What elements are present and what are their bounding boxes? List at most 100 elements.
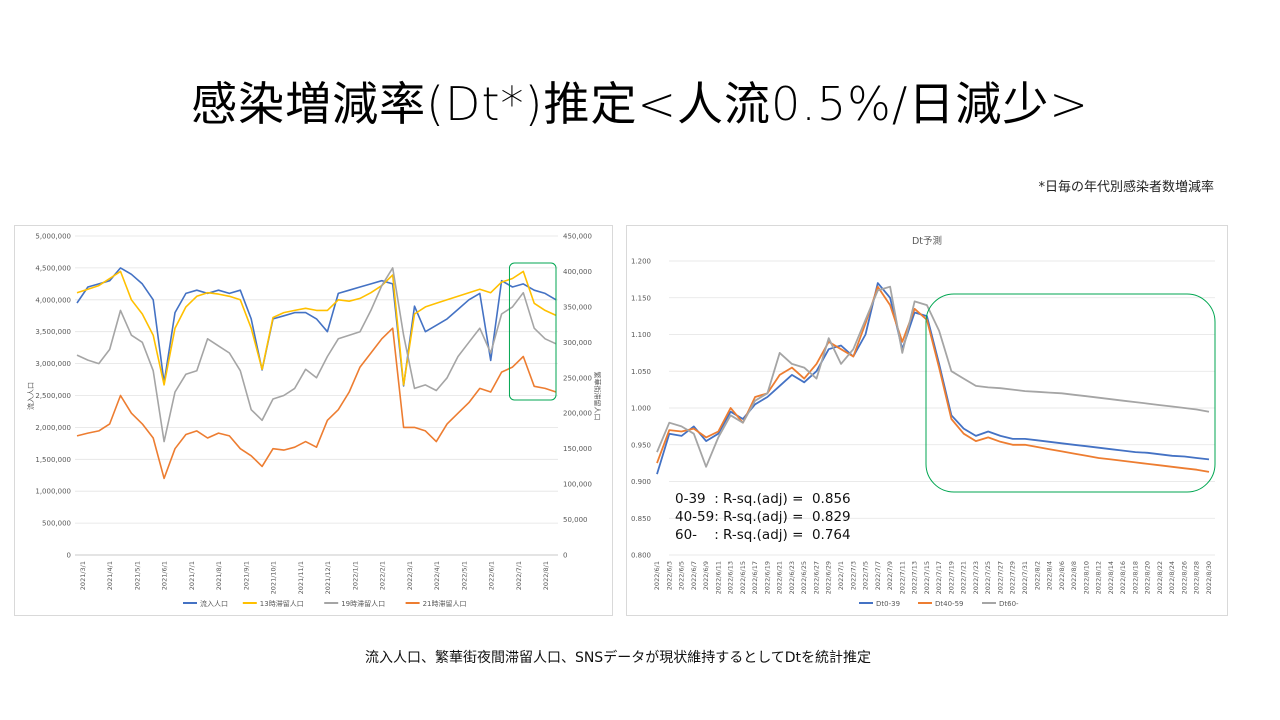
x-tick-label: 2022/7/19 [947, 561, 955, 594]
x-tick-label: 2022/6/1 [488, 561, 496, 590]
r-squared-60-plus: 60- : R-sq.(adj) = 0.764 [675, 527, 851, 543]
y-tick-label: 1.050 [631, 368, 651, 376]
x-tick-label: 2022/7/27 [996, 561, 1004, 594]
x-tick-label: 2022/8/22 [1156, 561, 1164, 594]
legend-label: 19時滞留人口 [341, 599, 385, 608]
x-tick-label: 2022/8/18 [1131, 561, 1139, 594]
x-tick-label: 2021/7/1 [188, 561, 196, 590]
x-tick-label: 2022/6/1 [653, 561, 661, 590]
y-tick-label: 0.800 [631, 552, 651, 560]
y-right-tick-label: 50,000 [563, 516, 588, 524]
x-tick-label: 2022/6/11 [714, 561, 722, 594]
legend-label: 流入人口 [200, 599, 228, 608]
x-tick-label: 2022/6/13 [727, 561, 735, 594]
x-tick-label: 2022/7/11 [898, 561, 906, 594]
x-tick-label: 2021/6/1 [161, 561, 169, 590]
legend-label: Dt0-39 [876, 600, 900, 608]
series-line-3 [76, 327, 557, 480]
x-tick-label: 2021/12/1 [324, 561, 332, 594]
y-left-tick-label: 2,000,000 [35, 424, 71, 432]
dt-forecast-chart-panel: Dt予測 0.800 0.850 0.900 0.950 1.000 1.050 1.100 1… [626, 225, 1228, 616]
x-tick-label: 2022/7/25 [984, 561, 992, 594]
x-tick-label: 2022/7/1 [837, 561, 845, 590]
series-line-1 [656, 285, 1210, 473]
x-tick-label: 2022/8/8 [1070, 561, 1078, 590]
legend-label: Dt60- [999, 600, 1019, 608]
mobility-chart-panel: 0 500,000 1,000,000 1,500,000 2,000,000 2,500… [14, 225, 613, 616]
x-tick-label: 2022/7/3 [849, 561, 857, 590]
x-tick-label: 2022/6/7 [690, 561, 698, 590]
x-tick-label: 2022/7/15 [923, 561, 931, 594]
x-tick-label: 2022/6/17 [751, 561, 759, 594]
x-tick-label: 2022/2/1 [379, 561, 387, 590]
y-tick-label: 1.150 [631, 294, 651, 302]
x-tick-label: 2022/8/1 [542, 561, 550, 590]
x-tick-label: 2022/8/14 [1107, 561, 1115, 594]
y-left-tick-label: 2,500,000 [35, 392, 71, 400]
y-right-tick-label: 300,000 [563, 339, 592, 347]
x-tick-label: 2022/8/2 [1033, 561, 1041, 590]
y-tick-label: 0.950 [631, 441, 651, 449]
chart-title: Dt予測 [912, 235, 942, 247]
x-tick-label: 2022/6/27 [812, 561, 820, 594]
x-tick-label: 2022/8/10 [1082, 561, 1090, 594]
x-tick-label: 2022/6/21 [776, 561, 784, 594]
x-tick-label: 2022/6/25 [800, 561, 808, 594]
x-tick-label: 2022/8/20 [1144, 561, 1152, 594]
y-right-tick-label: 350,000 [563, 303, 592, 311]
series-line-1 [76, 270, 557, 386]
series-line-2 [76, 267, 557, 443]
y-right-tick-label: 100,000 [563, 481, 592, 489]
x-tick-label: 2021/10/1 [270, 561, 278, 594]
legend-label: 21時滞留人口 [423, 599, 467, 608]
x-tick-label: 2022/1/1 [351, 561, 359, 590]
x-tick-label: 2021/4/1 [106, 561, 114, 590]
y-right-tick-label: 250,000 [563, 374, 592, 382]
r-squared-40-59: 40-59: R-sq.(adj) = 0.829 [675, 509, 851, 525]
page-title: 感染増減率(Dt*)推定<人流0.5%/日減少> [191, 77, 1089, 131]
y-tick-label: 1.000 [631, 405, 651, 413]
y-left-tick-label: 3,000,000 [35, 360, 71, 368]
y-left-tick-label: 4,000,000 [35, 296, 71, 304]
y-right-tick-label: 450,000 [563, 233, 592, 241]
y-left-tick-label: 500,000 [42, 520, 71, 528]
y-left-tick-label: 0 [67, 552, 71, 560]
x-tick-label: 2022/7/9 [886, 561, 894, 590]
r-squared-0-39: 0-39 : R-sq.(adj) = 0.856 [675, 491, 851, 507]
x-tick-label: 2022/6/5 [678, 561, 686, 590]
caption: 流入人口、繁華街夜間滞留人口、SNSデータが現状維持するとしてDtを統計推定 [364, 650, 872, 666]
x-tick-label: 2022/7/21 [960, 561, 968, 594]
x-tick-label: 2022/6/9 [702, 561, 710, 590]
x-tick-label: 2022/4/1 [433, 561, 441, 590]
x-tick-label: 2022/7/23 [972, 561, 980, 594]
y-left-tick-label: 1,000,000 [35, 488, 71, 496]
forecast-region [925, 293, 1216, 493]
x-tick-label: 2022/8/28 [1193, 561, 1201, 594]
y-left-tick-label: 4,500,000 [35, 264, 71, 272]
x-tick-label: 2022/6/19 [763, 561, 771, 594]
series-line-0 [656, 282, 1210, 475]
x-tick-label: 2022/7/13 [911, 561, 919, 594]
x-tick-label: 2022/7/5 [862, 561, 870, 590]
y-right-tick-label: 400,000 [563, 268, 592, 276]
x-tick-label: 2022/8/6 [1058, 561, 1066, 590]
x-tick-label: 2022/6/3 [665, 561, 673, 590]
dt-forecast-chart: Dt予測 0.800 0.850 0.900 0.950 1.000 1.050 1.100 1… [631, 235, 1216, 608]
y-tick-label: 1.200 [631, 258, 651, 266]
series-line-0 [76, 267, 557, 387]
x-tick-label: 2022/8/24 [1168, 561, 1176, 594]
x-tick-label: 2022/8/12 [1095, 561, 1103, 594]
forecast-region [508, 262, 557, 401]
x-tick-label: 2022/8/26 [1180, 561, 1188, 594]
x-tick-label: 2022/5/1 [460, 561, 468, 590]
y-tick-label: 0.850 [631, 515, 651, 523]
y-tick-label: 0.900 [631, 478, 651, 486]
x-tick-label: 2021/11/1 [297, 561, 305, 594]
x-tick-label: 2022/3/1 [406, 561, 414, 590]
x-tick-label: 2022/6/15 [739, 561, 747, 594]
x-tick-label: 2022/7/7 [874, 561, 882, 590]
y-left-tick-label: 5,000,000 [35, 233, 71, 241]
x-tick-label: 2022/8/30 [1205, 561, 1213, 594]
mobility-chart: 0 500,000 1,000,000 1,500,000 2,000,000 2,500… [26, 233, 602, 609]
x-tick-label: 2022/7/31 [1021, 561, 1029, 594]
